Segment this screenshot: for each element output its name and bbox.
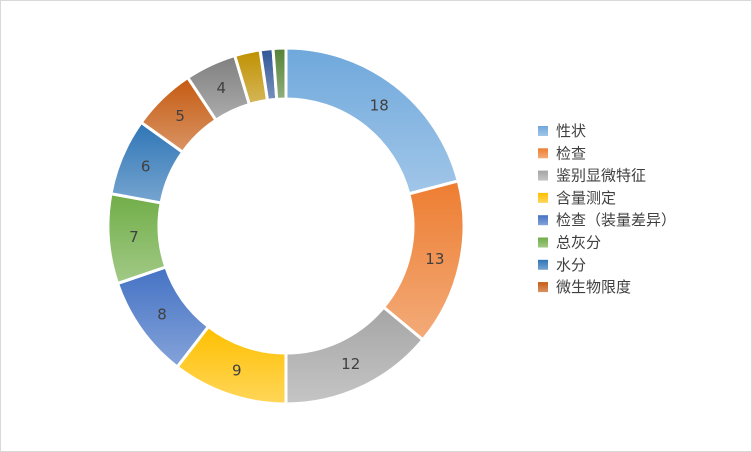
data-label-1: 18 <box>370 96 389 114</box>
data-label-4: 9 <box>232 361 242 379</box>
legend-swatch-5 <box>538 215 548 226</box>
legend-swatch-1 <box>538 126 548 136</box>
legend-swatch-8 <box>538 282 548 293</box>
data-labels-group: 18 13 12 9 8 7 6 5 4 <box>129 79 444 379</box>
slices-group <box>106 46 466 406</box>
donut-slice-1 <box>284 46 461 196</box>
legend-label-2: 检查 <box>556 144 586 162</box>
legend-label-6: 总灰分 <box>556 234 601 252</box>
data-label-9: 4 <box>216 79 226 97</box>
legend-swatch-4 <box>538 192 548 203</box>
legend-label-7: 水分 <box>556 256 586 274</box>
data-label-6: 7 <box>129 228 139 246</box>
legend-label-5: 检查（装量差异） <box>556 211 676 229</box>
legend-label-4: 含量测定 <box>556 189 616 207</box>
data-label-8: 5 <box>175 107 185 125</box>
legend-label-1: 性状 <box>556 122 586 140</box>
data-label-3: 12 <box>341 355 360 373</box>
data-label-5: 8 <box>157 306 167 324</box>
donut-slice-12 <box>271 46 288 101</box>
legend-swatch-2 <box>538 148 548 159</box>
legend-swatch-7 <box>538 259 548 270</box>
data-label-7: 6 <box>141 157 151 175</box>
legend-label-8: 微生物限度 <box>556 278 631 296</box>
legend-label-3: 鉴别显微特征 <box>556 167 646 185</box>
legend-swatch-6 <box>538 237 548 248</box>
legend-swatch-3 <box>538 170 548 181</box>
data-label-2: 13 <box>425 250 444 268</box>
